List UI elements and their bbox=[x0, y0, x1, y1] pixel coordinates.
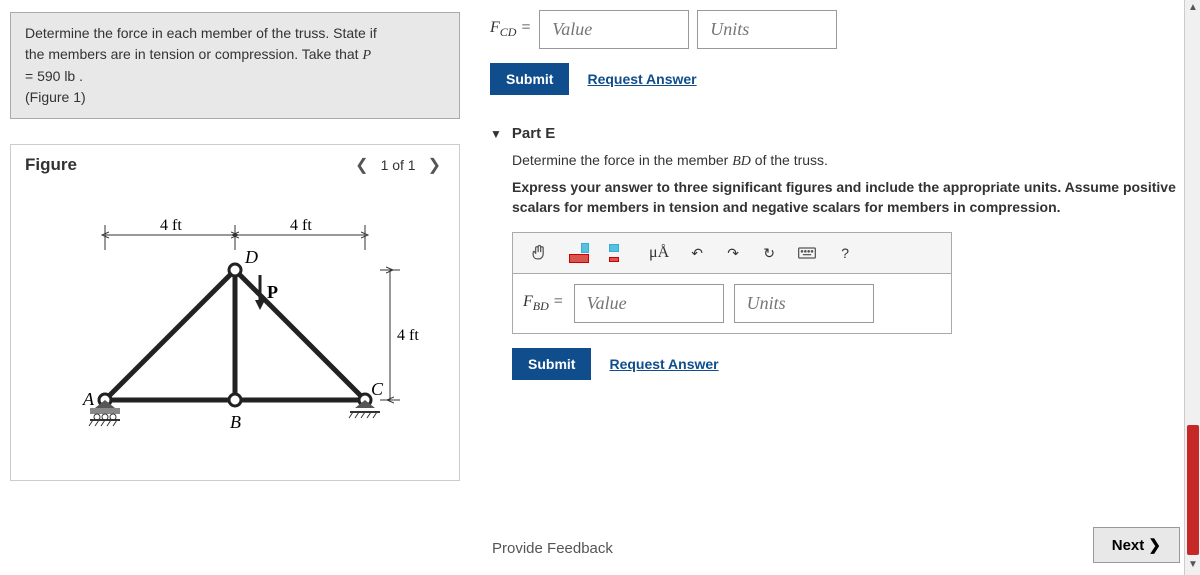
part-e-header[interactable]: ▼ Part E bbox=[490, 115, 1180, 152]
figure-title: Figure bbox=[25, 155, 77, 175]
redo-icon[interactable]: ↷ bbox=[719, 239, 747, 267]
keyboard-icon[interactable] bbox=[791, 239, 823, 267]
figure-panel: Figure ❮ 1 of 1 ❯ 4 ft 4 ft bbox=[10, 144, 460, 481]
dim-right: 4 ft bbox=[290, 217, 312, 234]
undo-icon[interactable]: ↶ bbox=[683, 239, 711, 267]
request-answer-e[interactable]: Request Answer bbox=[609, 356, 718, 372]
provide-feedback-link[interactable]: Provide Feedback bbox=[492, 540, 613, 557]
fcd-units-input[interactable] bbox=[697, 10, 837, 49]
scrollbar[interactable]: ▲ ▼ bbox=[1184, 0, 1200, 575]
figure-nav-label: 1 of 1 bbox=[381, 157, 416, 173]
request-answer-d[interactable]: Request Answer bbox=[587, 71, 696, 87]
part-d-answer: FCD = Submit Request Answer bbox=[490, 10, 1180, 95]
templates-icon[interactable] bbox=[523, 239, 555, 267]
scroll-up-icon[interactable]: ▲ bbox=[1186, 2, 1200, 16]
submit-button-e[interactable]: Submit bbox=[512, 348, 591, 380]
part-e-title: Part E bbox=[512, 125, 555, 142]
scroll-down-icon[interactable]: ▼ bbox=[1186, 559, 1200, 573]
fbd-units-input[interactable] bbox=[734, 284, 874, 323]
figure-next-icon[interactable]: ❯ bbox=[424, 155, 445, 175]
fcd-value-input[interactable] bbox=[539, 10, 689, 49]
node-D: D bbox=[244, 247, 258, 267]
problem-value: = 590 lb . bbox=[25, 68, 83, 84]
dim-vert: 4 ft bbox=[397, 327, 419, 344]
reset-icon[interactable]: ↻ bbox=[755, 239, 783, 267]
node-C: C bbox=[371, 379, 384, 399]
part-e-question: Determine the force in the member BD of … bbox=[512, 152, 1180, 170]
problem-statement: Determine the force in each member of th… bbox=[10, 12, 460, 119]
fbd-value-input[interactable] bbox=[574, 284, 724, 323]
fbd-label: FBD = bbox=[523, 293, 564, 314]
load-P: P bbox=[267, 282, 278, 302]
truss-diagram: 4 ft 4 ft 4 ft bbox=[25, 190, 445, 470]
answer-toolbar: μÅ ↶ ↷ ↻ ? bbox=[512, 232, 952, 273]
next-button[interactable]: Next ❯ bbox=[1093, 527, 1180, 563]
greek-button[interactable]: μÅ bbox=[643, 239, 675, 267]
node-A: A bbox=[82, 389, 95, 409]
dim-left: 4 ft bbox=[160, 217, 182, 234]
exponent-icon[interactable] bbox=[603, 239, 635, 267]
problem-variable: P bbox=[362, 48, 371, 63]
submit-button-d[interactable]: Submit bbox=[490, 63, 569, 95]
part-e-instructions: Express your answer to three significant… bbox=[512, 178, 1180, 217]
node-B: B bbox=[230, 412, 241, 432]
scroll-thumb[interactable] bbox=[1187, 425, 1199, 555]
fcd-label: FCD = bbox=[490, 19, 531, 40]
figure-prev-icon[interactable]: ❮ bbox=[351, 155, 372, 175]
problem-line1: Determine the force in each member of th… bbox=[25, 25, 377, 41]
problem-figure-ref: (Figure 1) bbox=[25, 89, 86, 105]
caret-down-icon: ▼ bbox=[490, 127, 502, 141]
problem-line2: the members are in tension or compressio… bbox=[25, 46, 362, 62]
fraction-icon[interactable] bbox=[563, 239, 595, 267]
help-icon[interactable]: ? bbox=[831, 239, 859, 267]
